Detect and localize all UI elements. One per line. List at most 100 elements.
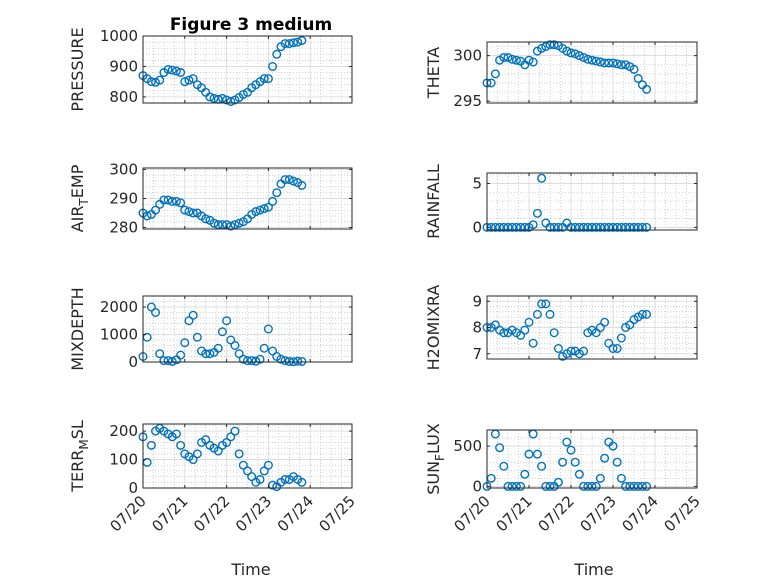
data-point — [259, 74, 269, 84]
data-point — [499, 461, 509, 471]
data-point — [293, 37, 303, 47]
y-tick-label: 500 — [453, 437, 482, 455]
data-point — [633, 481, 643, 491]
data-point — [503, 222, 513, 232]
data-point — [507, 54, 517, 64]
data-point — [541, 481, 551, 491]
data-point — [537, 173, 547, 183]
data-point — [524, 55, 534, 65]
data-point — [184, 75, 194, 85]
data-point — [263, 74, 273, 84]
data-point — [217, 327, 227, 337]
data-point — [608, 222, 618, 232]
y-axis-label-sun-flux: SUNFLUX — [424, 423, 447, 495]
x-axis-label-left: Time — [230, 560, 270, 579]
data-point — [495, 443, 505, 453]
data-point — [167, 196, 177, 206]
y-tick-label: 9 — [472, 292, 482, 310]
x-tick-label: 07/21 — [493, 492, 536, 535]
y-tick-label: 800 — [109, 88, 138, 106]
y-tick-label: 900 — [109, 57, 138, 75]
data-point — [247, 472, 257, 482]
data-point — [629, 222, 639, 232]
data-point — [184, 207, 194, 217]
y-tick-label: 1000 — [100, 27, 138, 45]
data-point — [579, 346, 589, 356]
data-point — [600, 222, 610, 232]
y-tick-label: 290 — [109, 190, 138, 208]
data-point — [192, 332, 202, 342]
data-point — [499, 222, 509, 232]
data-point — [490, 69, 500, 79]
data-point — [591, 56, 601, 66]
data-point — [566, 346, 576, 356]
data-point — [574, 222, 584, 232]
data-point — [159, 356, 169, 366]
data-point — [507, 222, 517, 232]
data-point — [507, 481, 517, 491]
data-point — [251, 356, 261, 366]
data-point — [579, 222, 589, 232]
y-tick-label: 5 — [472, 175, 482, 193]
data-point — [612, 457, 622, 467]
data-point — [171, 196, 181, 206]
data-point — [180, 338, 190, 348]
data-point — [226, 432, 236, 442]
data-point — [574, 469, 584, 479]
data-point — [288, 176, 298, 186]
data-point — [608, 344, 618, 354]
data-point — [176, 440, 186, 450]
data-point — [621, 222, 631, 232]
data-point — [511, 481, 521, 491]
data-point — [600, 58, 610, 68]
data-point — [217, 93, 227, 103]
data-point — [268, 346, 278, 356]
data-point — [284, 356, 294, 366]
data-point — [608, 441, 618, 451]
data-point — [642, 84, 652, 94]
data-point — [205, 349, 215, 359]
data-point — [255, 354, 265, 364]
data-point — [297, 477, 307, 487]
data-point — [163, 356, 173, 366]
data-point — [171, 429, 181, 439]
data-point — [549, 222, 559, 232]
y-tick-label: 0 — [128, 353, 138, 371]
y-axis-label-rainfall: RAINFALL — [424, 164, 443, 239]
data-point — [595, 473, 605, 483]
y-axis-label-h2omixra: H2OMIXRA — [424, 285, 443, 371]
data-point — [151, 205, 161, 215]
data-point — [297, 180, 307, 190]
y-tick-label: 0 — [128, 479, 138, 497]
data-point — [541, 42, 551, 52]
data-point — [176, 350, 186, 360]
x-tick-label: 07/20 — [107, 492, 150, 535]
data-point — [566, 222, 576, 232]
data-point — [495, 222, 505, 232]
y-axis-label-air-temp: AIRTEMP — [68, 164, 91, 232]
data-point — [499, 52, 509, 62]
data-point — [637, 309, 647, 319]
data-point — [297, 36, 307, 46]
data-point — [209, 218, 219, 228]
data-point — [583, 481, 593, 491]
y-axis-label-mixdepth: MIXDEPTH — [68, 287, 87, 370]
data-point — [503, 52, 513, 62]
data-point — [537, 299, 547, 309]
data-point — [234, 449, 244, 459]
data-point — [280, 175, 290, 185]
y-axis-label-theta: THETA — [424, 47, 443, 99]
data-point — [625, 481, 635, 491]
data-point — [516, 481, 526, 491]
axes-box — [486, 41, 698, 104]
data-point — [247, 356, 257, 366]
data-point — [284, 175, 294, 185]
data-point — [545, 481, 555, 491]
data-point — [637, 481, 647, 491]
data-point — [549, 40, 559, 50]
data-point — [188, 208, 198, 218]
data-point — [268, 61, 278, 71]
x-tick-label: 07/24 — [619, 492, 662, 535]
data-point — [146, 440, 156, 450]
data-point — [155, 75, 165, 85]
